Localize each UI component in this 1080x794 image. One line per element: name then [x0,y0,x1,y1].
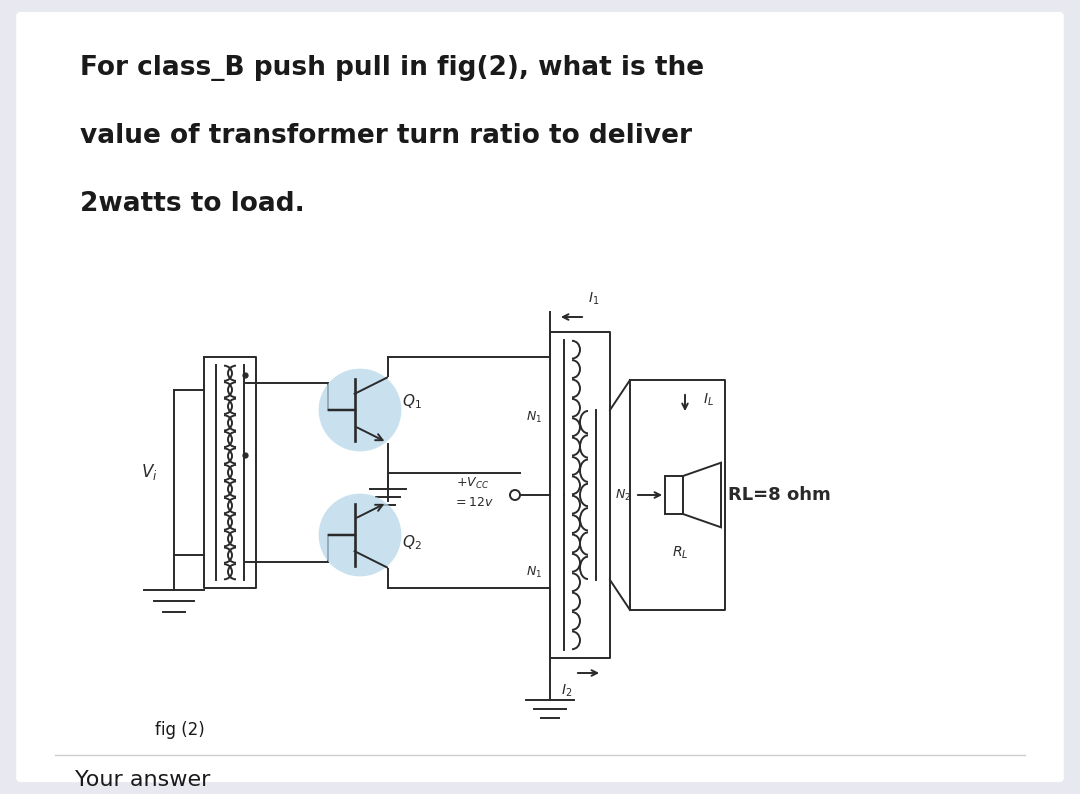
Text: 2watts to load.: 2watts to load. [80,191,305,217]
Text: $I_1$: $I_1$ [588,291,599,307]
Text: fig (2): fig (2) [156,721,205,739]
Circle shape [510,490,519,500]
Text: $N_2$: $N_2$ [615,488,631,503]
Text: $V_i$: $V_i$ [140,462,158,483]
Text: $=12v$: $=12v$ [453,496,494,510]
Text: $+V_{CC}$: $+V_{CC}$ [457,476,489,491]
Text: $I_L$: $I_L$ [703,391,714,408]
Bar [665,476,683,514]
Text: For class_B push pull in fig(2), what is the: For class_B push pull in fig(2), what is… [80,55,704,81]
Polygon shape [683,463,721,527]
Text: $I_2$: $I_2$ [561,683,572,700]
Text: $Q_1$: $Q_1$ [402,393,421,411]
Text: $Q_2$: $Q_2$ [402,534,421,553]
Text: $N_1$: $N_1$ [526,410,542,425]
Text: Your answer: Your answer [75,770,211,790]
Circle shape [319,494,402,576]
Text: value of transformer turn ratio to deliver: value of transformer turn ratio to deliv… [80,123,692,149]
Circle shape [319,368,402,452]
Text: $R_L$: $R_L$ [672,545,688,561]
Text: RL=8 ohm: RL=8 ohm [728,486,831,504]
Text: $N_1$: $N_1$ [526,565,542,580]
